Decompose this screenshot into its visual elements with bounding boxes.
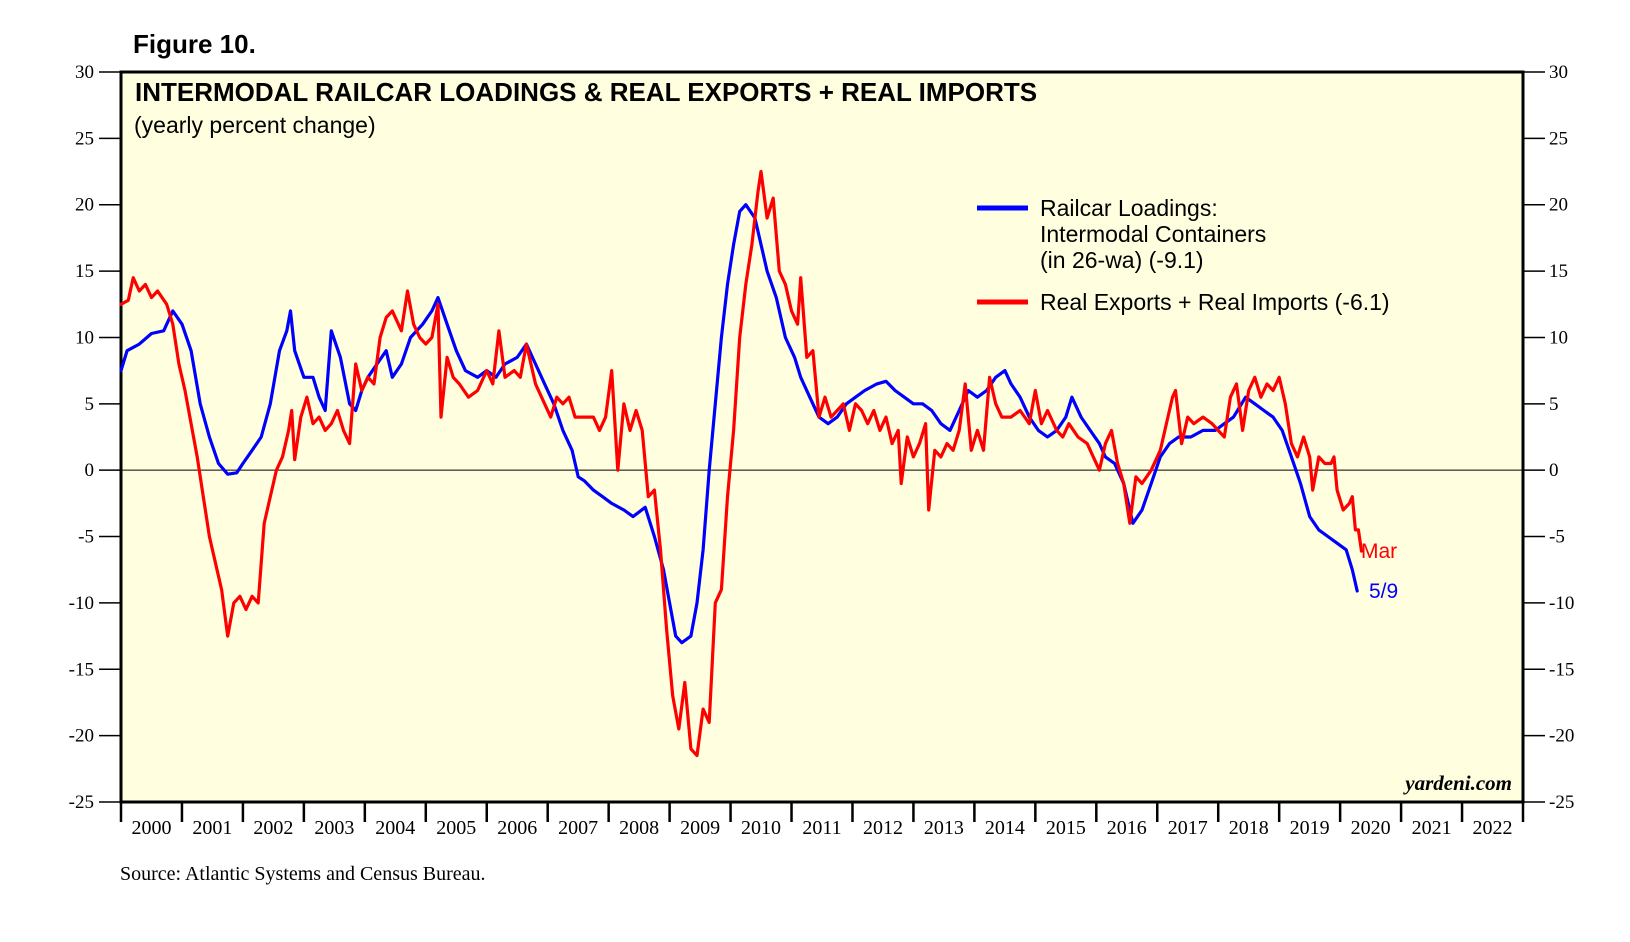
y-tick-label-right: -25	[1549, 792, 1574, 813]
y-tick-label-right: 25	[1549, 128, 1568, 149]
figure-label: Figure 10.	[133, 29, 256, 59]
x-tick-label: 2012	[863, 817, 903, 839]
x-tick-label: 2011	[802, 817, 841, 839]
x-tick-label: 2008	[619, 817, 659, 839]
x-tick-label: 2004	[375, 817, 415, 839]
y-tick-label-right: -5	[1549, 527, 1565, 548]
x-tick-label: 2010	[741, 817, 781, 839]
x-tick-label: 2016	[1107, 817, 1147, 839]
x-tick-label: 2014	[985, 817, 1025, 839]
series-line-railcar	[119, 203, 1359, 645]
y-tick-label-left: 0	[85, 460, 95, 481]
y-tick-label-right: 5	[1549, 394, 1559, 415]
x-tick-label: 2009	[680, 817, 720, 839]
x-axis: 2000 2001 2002 2003 2004 2005 2006 2007 2008 2009…	[119, 802, 1525, 839]
plot-area	[119, 70, 1525, 804]
y-tick-label-left: 15	[75, 261, 94, 282]
y-tick-label-right: -20	[1549, 726, 1574, 747]
y-tick-label-left: -20	[69, 726, 94, 747]
y-tick-label-left: 30	[75, 62, 94, 83]
y-tick-label-right: -10	[1549, 593, 1574, 614]
y-tick-label-left: -25	[69, 792, 94, 813]
y-tick-label-left: -15	[69, 659, 94, 680]
x-tick-label: 2020	[1351, 817, 1391, 839]
y-tick-label-left: 5	[85, 394, 95, 415]
y-tick-label-left: 20	[75, 195, 94, 216]
x-tick-label: 2015	[1046, 817, 1086, 839]
trade-end-label: Mar	[1361, 540, 1397, 563]
x-tick-label: 2022	[1473, 817, 1513, 839]
x-tick-label: 2000	[131, 817, 171, 839]
y-tick-label-right: -15	[1549, 659, 1574, 680]
x-tick-label: 2007	[558, 817, 598, 839]
railcar-end-label: 5/9	[1369, 580, 1398, 603]
y-tick-label-right: 20	[1549, 195, 1568, 216]
y-tick-label-left: 25	[75, 128, 94, 149]
legend-railcar-line-1: Railcar Loadings:	[1040, 195, 1218, 221]
x-tick-label: 2003	[314, 817, 354, 839]
x-tick-label: 2006	[497, 817, 537, 839]
brand-watermark: yardeni.com	[1402, 771, 1512, 795]
series-layer	[119, 169, 1364, 758]
y-tick-label-left: 10	[75, 327, 94, 348]
y-tick-label-right: 10	[1549, 327, 1568, 348]
x-tick-label: 2017	[1168, 817, 1208, 839]
chart-subtitle: (yearly percent change)	[134, 112, 376, 138]
source-note: Source: Atlantic Systems and Census Bure…	[120, 863, 486, 885]
y-tick-label-left: -10	[69, 593, 94, 614]
x-tick-label: 2001	[192, 817, 232, 839]
x-tick-label: 2002	[253, 817, 293, 839]
y-tick-label-right: 30	[1549, 62, 1568, 83]
x-tick-label: 2013	[924, 817, 964, 839]
x-tick-label: 2018	[1229, 817, 1269, 839]
legend-railcar-line-2: Intermodal Containers	[1040, 221, 1266, 247]
legend-trade-label: Real Exports + Real Imports (-6.1)	[1040, 289, 1390, 315]
x-tick-label: 2019	[1290, 817, 1330, 839]
y-axis-right: 30 25 20 15 10 5 0 -5 -10 -15 -20 -25	[1523, 62, 1574, 813]
legend-railcar-line-3: (in 26-wa) (-9.1)	[1040, 247, 1204, 273]
y-axis-left: 30 25 20 15 10 5 0 -5 -10 -15 -20 -25	[69, 62, 121, 813]
x-tick-label: 2021	[1412, 817, 1452, 839]
x-tick-label: 2005	[436, 817, 476, 839]
y-tick-label-left: -5	[78, 527, 94, 548]
y-tick-label-right: 0	[1549, 460, 1559, 481]
y-tick-label-right: 15	[1549, 261, 1568, 282]
series-line-trade	[119, 169, 1364, 758]
chart-title: INTERMODAL RAILCAR LOADINGS & REAL EXPOR…	[135, 77, 1037, 107]
legend: Railcar Loadings: Intermodal Containers …	[977, 195, 1390, 315]
